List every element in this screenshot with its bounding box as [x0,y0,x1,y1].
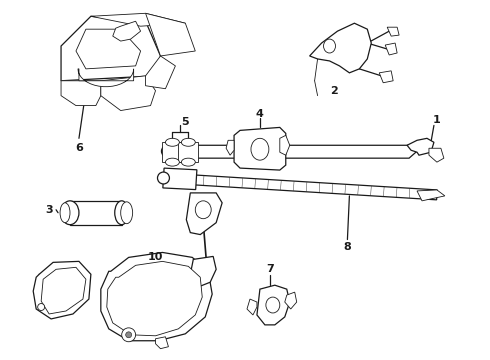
Ellipse shape [60,203,70,223]
Ellipse shape [166,158,179,166]
Ellipse shape [251,138,269,160]
Polygon shape [33,261,91,319]
Ellipse shape [61,201,79,225]
Polygon shape [163,142,182,162]
Polygon shape [247,299,257,315]
Ellipse shape [166,138,179,146]
Polygon shape [429,148,444,162]
Polygon shape [310,23,371,73]
Ellipse shape [162,145,175,158]
Text: 3: 3 [46,205,53,215]
Polygon shape [61,16,161,81]
Polygon shape [226,140,234,155]
Polygon shape [186,193,222,235]
Polygon shape [385,43,397,55]
Ellipse shape [125,332,132,338]
Polygon shape [417,190,445,201]
Polygon shape [163,168,197,190]
Polygon shape [78,69,134,87]
Text: 6: 6 [75,143,83,153]
Text: 10: 10 [148,252,163,262]
Polygon shape [91,13,185,26]
Polygon shape [407,138,434,155]
Text: 8: 8 [343,243,351,252]
Ellipse shape [38,303,45,310]
Ellipse shape [157,172,170,184]
Polygon shape [107,261,202,336]
Ellipse shape [323,39,336,53]
Text: 5: 5 [181,117,189,127]
Polygon shape [146,13,196,56]
Polygon shape [70,201,122,225]
Polygon shape [101,76,155,111]
Polygon shape [169,145,417,158]
Ellipse shape [266,297,280,313]
Polygon shape [155,337,169,349]
Ellipse shape [121,202,133,224]
Polygon shape [101,252,212,341]
Text: 4: 4 [256,108,264,118]
Ellipse shape [181,138,196,146]
Polygon shape [190,256,216,286]
Polygon shape [178,142,198,162]
Ellipse shape [196,201,211,219]
Polygon shape [61,81,101,105]
Polygon shape [379,71,393,83]
Ellipse shape [181,158,196,166]
Text: 9: 9 [42,292,50,302]
Polygon shape [387,27,399,36]
Ellipse shape [122,328,136,342]
Polygon shape [257,285,290,325]
Polygon shape [41,267,86,314]
Polygon shape [234,127,286,170]
Polygon shape [146,56,175,89]
Polygon shape [285,292,297,309]
Polygon shape [113,21,141,41]
Text: 7: 7 [266,264,274,274]
Text: 2: 2 [331,86,339,96]
Ellipse shape [115,201,129,225]
Polygon shape [280,135,290,155]
Text: 1: 1 [433,116,441,126]
Polygon shape [76,29,141,69]
Polygon shape [163,173,437,200]
